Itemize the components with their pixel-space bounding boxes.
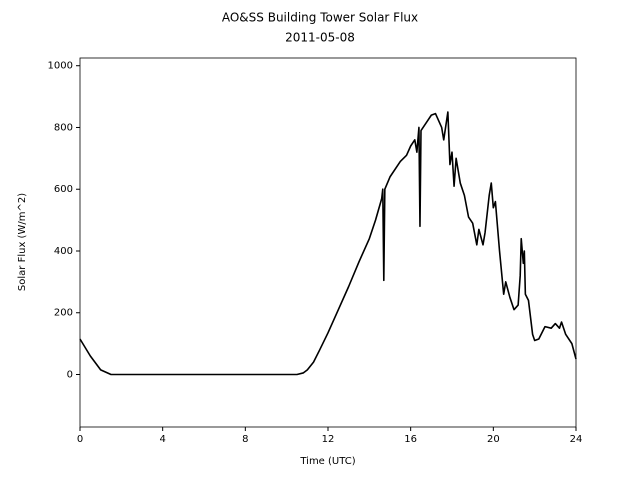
x-tick-label: 0 — [77, 434, 83, 445]
y-tick-label: 200 — [54, 308, 73, 319]
x-tick-label: 20 — [487, 434, 500, 445]
y-axis-label: Solar Flux (W/m^2) — [17, 193, 28, 291]
x-tick-label: 24 — [570, 434, 583, 445]
x-tick-label: 12 — [322, 434, 335, 445]
data-line — [79, 111, 577, 376]
x-axis-label: Time (UTC) — [299, 456, 355, 467]
x-tick-label: 8 — [242, 434, 248, 445]
y-tick-label: 1000 — [48, 61, 73, 72]
y-tick-label: 0 — [67, 370, 73, 381]
y-tick-label: 400 — [54, 246, 73, 257]
x-tick-label: 16 — [404, 434, 417, 445]
y-tick-label: 800 — [54, 122, 73, 133]
x-tick-label: 4 — [159, 434, 165, 445]
chart-subtitle: 2011-05-08 — [285, 31, 355, 45]
chart-title: AO&SS Building Tower Solar Flux — [222, 11, 418, 25]
plot-frame — [79, 57, 577, 428]
y-tick-label: 600 — [54, 184, 73, 195]
